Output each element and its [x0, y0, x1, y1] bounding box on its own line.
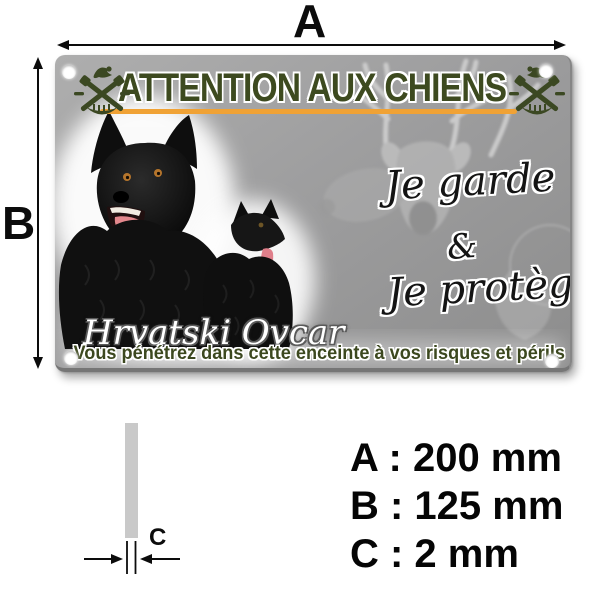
sign-title: ATTENTION AUX CHIENS — [55, 66, 570, 111]
plate-edge-side-view — [125, 423, 138, 538]
legend-c: C : 2 mm — [350, 532, 519, 576]
big-dog-artwork — [58, 111, 234, 349]
motto-ampersand: & — [445, 225, 479, 269]
orange-divider-line — [100, 109, 517, 114]
screw-hole-top-right — [539, 64, 553, 78]
legend-b: B : 125 mm — [350, 484, 564, 528]
dimension-b-label: B — [2, 197, 36, 249]
hunting-emblem-left-icon — [74, 66, 130, 115]
screw-hole-bottom-left — [64, 351, 78, 365]
legend-a: A : 200 mm — [350, 436, 562, 480]
dimension-c-label: C — [149, 524, 167, 551]
screw-hole-top-left — [62, 65, 76, 79]
dimension-a-label: A — [293, 0, 327, 47]
small-dog-artwork — [203, 199, 293, 349]
screw-hole-bottom-right — [545, 354, 559, 368]
motto-line-2: Je protège — [385, 259, 572, 317]
sign-title-text: ATTENTION AUX CHIENS — [118, 66, 507, 110]
hunting-emblem-right-icon — [509, 66, 565, 115]
dimension-legend: A : 200 mm B : 125 mm C : 2 mm — [350, 434, 563, 578]
warning-sign-plate: ATTENTION AUX CHIENS — [55, 55, 572, 372]
warning-text: Vous pénétrez dans cette enceinte à vos … — [55, 342, 570, 365]
breed-name: Hrvatski Ovcar — [83, 313, 345, 353]
warning-text-line: Vous pénétrez dans cette enceinte à vos … — [73, 342, 566, 364]
motto-line-1: Je garde — [383, 154, 557, 210]
